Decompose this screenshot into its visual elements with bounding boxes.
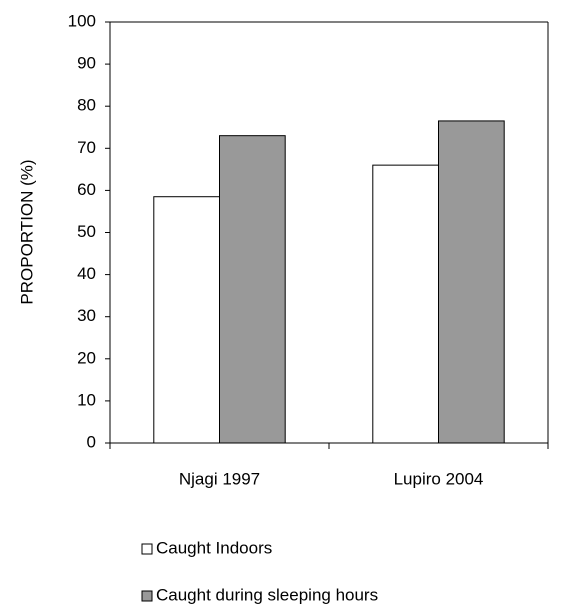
y-tick-label: 50 xyxy=(77,222,96,241)
y-tick-label: 20 xyxy=(77,348,96,367)
y-tick-label: 60 xyxy=(77,180,96,199)
y-tick-label: 70 xyxy=(77,138,96,157)
y-tick-label: 100 xyxy=(68,11,96,30)
x-tick-label: Njagi 1997 xyxy=(179,469,260,488)
bar xyxy=(372,164,439,444)
bar xyxy=(153,196,220,444)
y-tick-label: 40 xyxy=(77,264,96,283)
legend-swatch xyxy=(141,590,153,602)
y-tick-label: 90 xyxy=(77,54,96,73)
y-tick-label: 80 xyxy=(77,96,96,115)
legend-swatch xyxy=(141,543,153,555)
bar xyxy=(219,135,286,444)
y-tick-label: 30 xyxy=(77,306,96,325)
y-tick-label: 10 xyxy=(77,390,96,409)
y-axis-label: PROPORTION (%) xyxy=(17,159,36,304)
legend-label: Caught during sleeping hours xyxy=(156,585,378,604)
legend-label: Caught Indoors xyxy=(156,538,272,557)
x-tick-label: Lupiro 2004 xyxy=(394,469,484,488)
bar xyxy=(438,120,505,444)
y-tick-label: 0 xyxy=(87,432,96,451)
